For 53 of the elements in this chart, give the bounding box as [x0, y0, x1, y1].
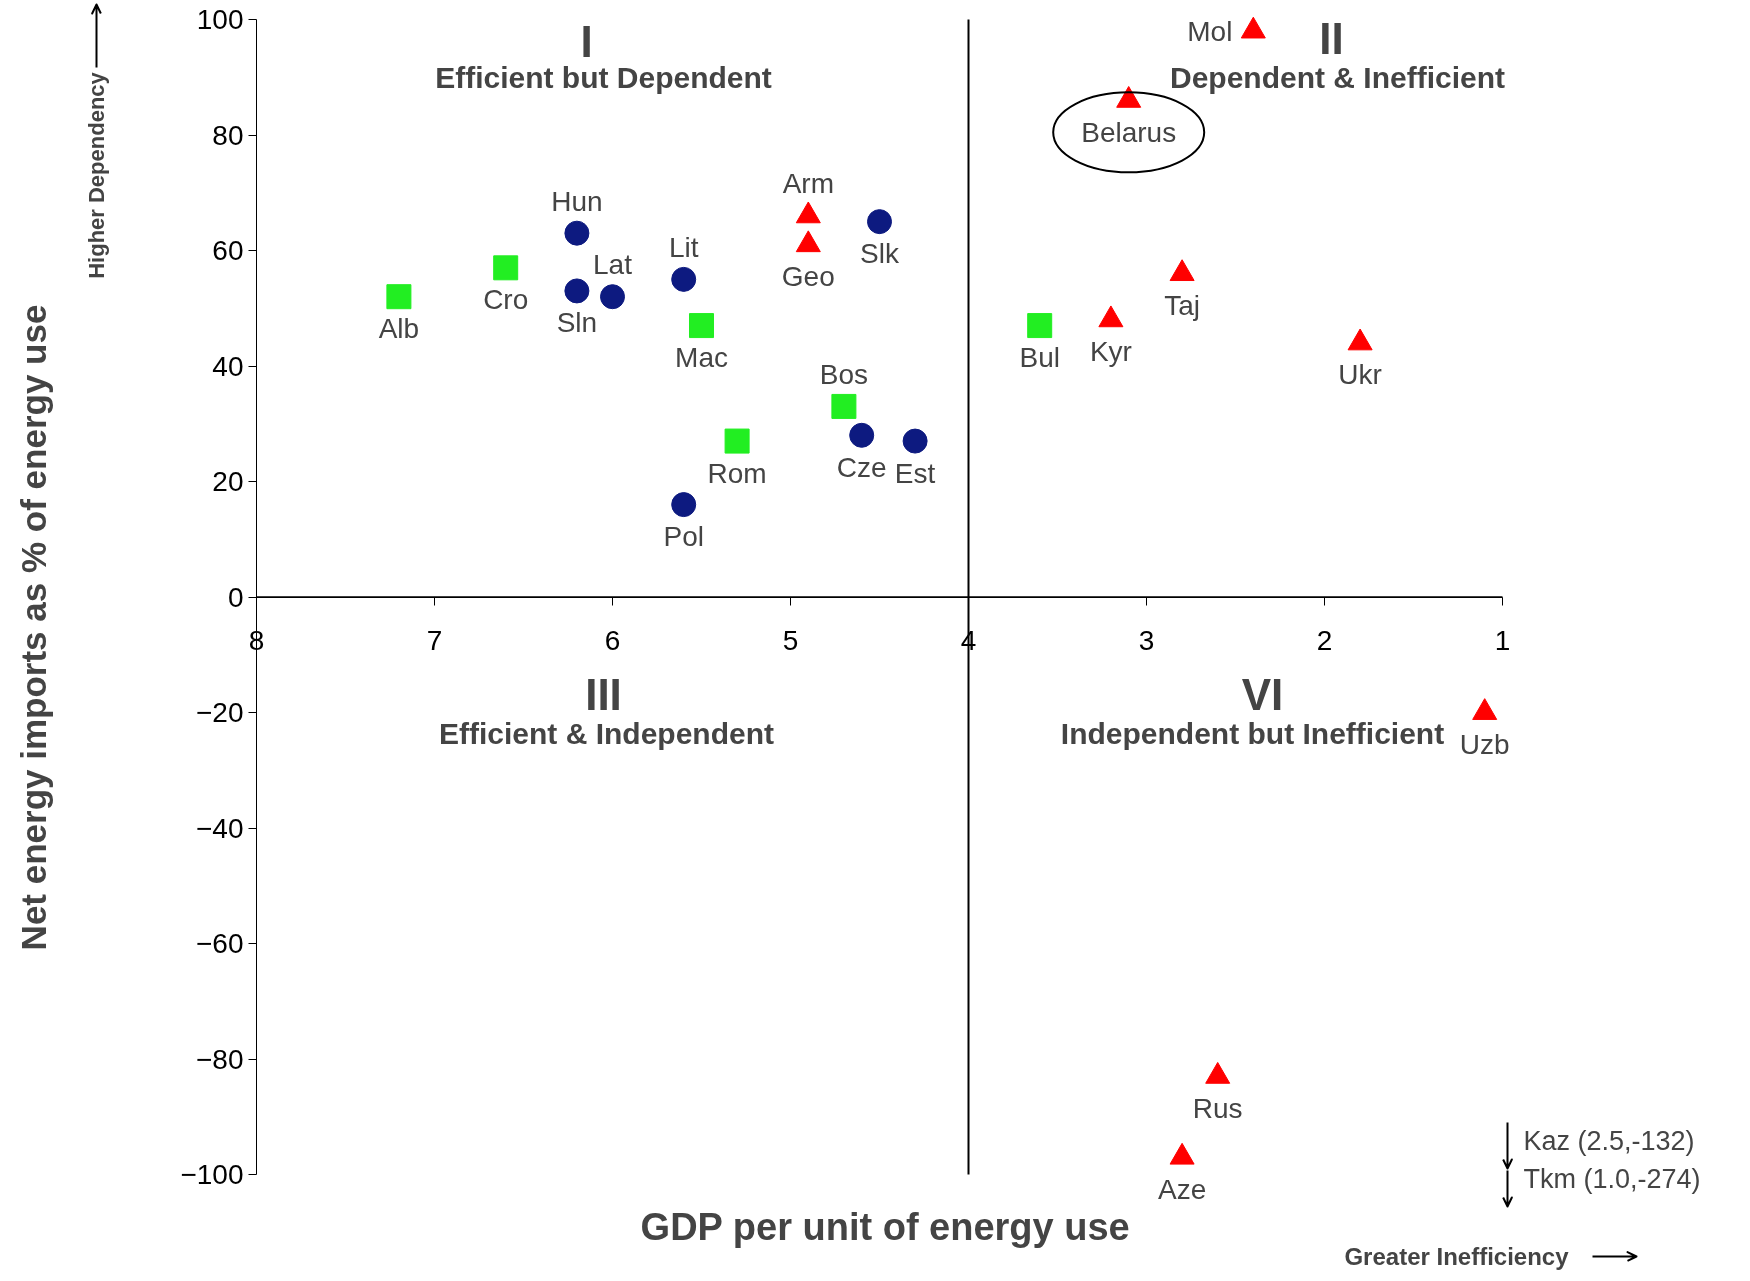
data-label: Uzb [1459, 729, 1510, 760]
y-tick-label: 20 [212, 466, 244, 497]
data-label: Aze [1157, 1173, 1207, 1205]
text: Kaz (2.5,-132) [1523, 1125, 1695, 1156]
x-axis-title: GDP per unit of energy use [640, 1205, 1130, 1248]
y-tick-label: 80 [212, 119, 244, 151]
data-label: Alb [378, 313, 420, 345]
data-label: Pol [663, 521, 704, 553]
y-tick-label: −40 [196, 812, 244, 844]
data-label: Slk [860, 238, 900, 270]
data-label: Est [894, 457, 936, 489]
text: Greater Inefficiency [1344, 1243, 1570, 1270]
data-label: Arm [782, 168, 834, 200]
y-tick-label: 0 [227, 581, 244, 613]
data-label: Sln [556, 307, 598, 339]
y-tick-label: −100 [180, 1159, 244, 1190]
text: Higher Dependency [84, 71, 109, 279]
data-label: Lit [668, 231, 699, 263]
data-label: Geo [781, 261, 835, 293]
x-tick-label: 2 [1316, 625, 1333, 656]
x-tick-label: 1 [1494, 625, 1511, 656]
annotation: III [585, 670, 622, 719]
data-label: Mac [675, 342, 728, 374]
y-tick-label: 100 [196, 4, 244, 35]
data-label: Bul [1019, 342, 1060, 374]
y-tick-label: −80 [196, 1043, 244, 1075]
data-label: Ukr [1338, 359, 1382, 391]
data-label: Bos [819, 358, 869, 390]
annotation: Efficient & Independent [439, 717, 775, 750]
y-axis-title: Net energy imports as % of energy use [14, 304, 53, 951]
annotation: Dependent & Inefficient [1169, 61, 1506, 94]
data-label: Mol [1187, 15, 1233, 47]
data-label: Rus [1192, 1092, 1243, 1124]
x-tick-label: 5 [782, 625, 799, 656]
y-tick-label: 40 [212, 350, 244, 382]
data-label: Taj [1164, 290, 1200, 322]
data-label: Belarus [1081, 116, 1177, 148]
data-label: Rom [707, 457, 767, 489]
annotation: Independent but Inefficient [1060, 717, 1445, 750]
text: Tkm (1.0,-274) [1523, 1163, 1701, 1194]
data-label: Kyr [1089, 336, 1132, 368]
x-tick-label: 6 [604, 625, 621, 656]
y-tick-label: −60 [196, 928, 244, 959]
annotation: II [1319, 14, 1344, 63]
y-tick-label: 60 [212, 235, 244, 266]
data-label: Hun [551, 185, 603, 217]
data-label: Cze [836, 451, 887, 483]
y-tick-label: −20 [196, 697, 244, 728]
x-tick-label: 7 [426, 625, 443, 656]
data-label: Cro [483, 284, 529, 316]
annotation: VI [1241, 670, 1284, 719]
data-label: Lat [593, 249, 633, 281]
x-tick-label: 3 [1138, 625, 1155, 656]
